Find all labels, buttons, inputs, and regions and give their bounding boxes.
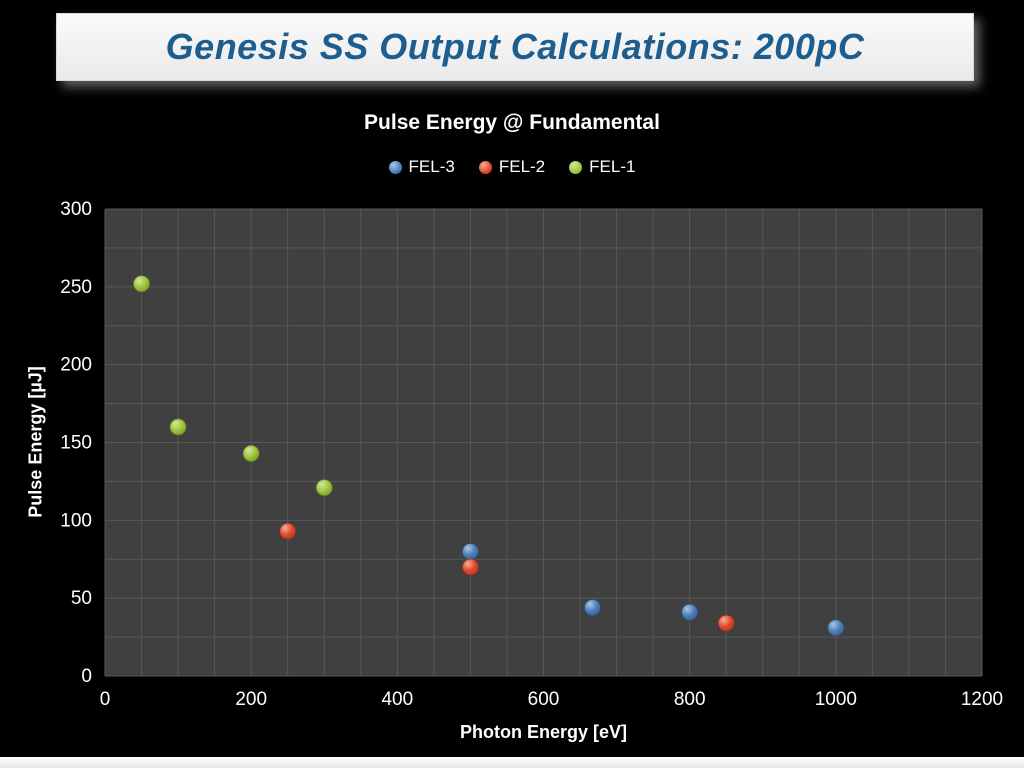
y-tick-label: 250: [60, 277, 92, 298]
legend-item-fel-2: FEL-2: [478, 157, 546, 177]
legend-marker-icon: [388, 160, 402, 174]
y-tick-label: 100: [60, 510, 92, 531]
data-point-fel-3: [827, 619, 845, 637]
legend-item-fel-1: FEL-1: [569, 157, 635, 177]
bottom-strip: [0, 757, 1024, 768]
slide-title-banner: Genesis SS Output Calculations: 200pC: [56, 13, 974, 81]
legend-label: FEL-1: [589, 157, 636, 176]
data-point-fel-3: [462, 543, 479, 560]
y-tick-label: 0: [81, 666, 92, 687]
data-point-fel-1: [315, 479, 333, 497]
y-tick-label: 150: [60, 433, 92, 454]
data-point-fel-1: [133, 275, 150, 293]
legend-marker-icon: [478, 160, 492, 174]
legend-marker-icon: [569, 160, 583, 174]
data-point-fel-2: [462, 558, 479, 576]
legend-item-fel-3: FEL-3: [388, 157, 455, 177]
data-point-fel-1: [242, 444, 260, 462]
chart-title: Pulse Energy @ Fundamental: [364, 111, 660, 134]
legend-label: FEL-3: [408, 157, 455, 176]
data-point-fel-2: [717, 614, 735, 632]
x-tick-label: 0: [100, 689, 111, 710]
x-tick-label: 600: [528, 689, 560, 710]
x-tick-label: 200: [235, 689, 267, 710]
y-tick-label: 50: [71, 588, 92, 609]
y-tick-label: 300: [60, 199, 92, 220]
slide-title: Genesis SS Output Calculations: 200pC: [165, 26, 865, 67]
data-point-fel-2: [279, 522, 297, 540]
x-tick-label: 1000: [815, 689, 857, 710]
legend-label: FEL-2: [498, 157, 546, 176]
x-tick-label: 400: [381, 689, 413, 710]
x-tick-label: 800: [674, 689, 706, 710]
data-point-fel-3: [584, 599, 601, 616]
chart-legend: FEL-3 FEL-2 FEL-1: [0, 157, 1024, 177]
x-tick-label: 1200: [961, 689, 1003, 710]
x-axis-title: Photon Energy [eV]: [459, 722, 627, 742]
data-point-fel-1: [169, 418, 187, 436]
data-point-fel-3: [681, 603, 699, 621]
y-tick-label: 200: [60, 355, 92, 376]
